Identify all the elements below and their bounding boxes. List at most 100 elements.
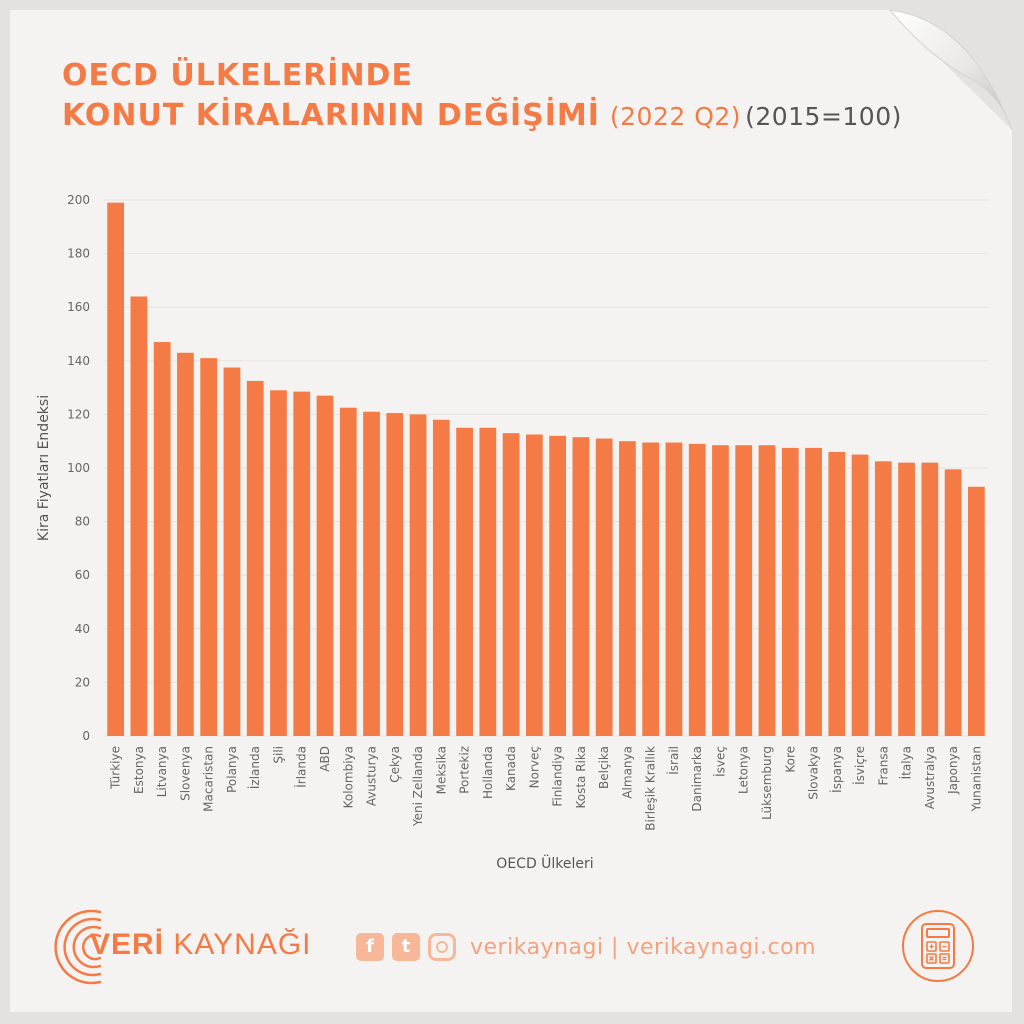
- x-tick-label: Danimarka: [690, 746, 704, 812]
- y-tick-label: 180: [67, 247, 90, 261]
- x-tick-label: Belçika: [597, 746, 611, 789]
- x-tick-label: Yeni Zellanda: [411, 746, 425, 827]
- bar: [316, 395, 334, 736]
- bar: [595, 438, 613, 736]
- bar: [967, 486, 985, 736]
- x-tick-label: Avusturya: [365, 746, 379, 806]
- veri-kaynagi-logo-arcs: [54, 909, 102, 985]
- bar: [735, 445, 753, 736]
- social-links: f t verikaynagi | verikaynagi.com: [356, 930, 816, 964]
- y-tick-label: 0: [82, 729, 90, 743]
- page-curl-decoration: [888, 9, 1013, 131]
- title-period: (2022 Q2): [609, 102, 742, 131]
- bar: [549, 435, 567, 736]
- brand-name-bold: VERİ: [90, 928, 165, 961]
- x-tick-label: İzlanda: [247, 746, 262, 789]
- x-tick-label: İtalya: [899, 746, 914, 779]
- bar: [688, 443, 706, 736]
- x-tick-label: Kolombiya: [341, 746, 355, 808]
- bar: [386, 413, 404, 736]
- x-tick-label: Meksika: [434, 746, 448, 794]
- social-handle-text[interactable]: verikaynagi | verikaynagi.com: [470, 934, 817, 960]
- x-tick-label: Şili: [271, 746, 285, 764]
- x-tick-label: Hollanda: [481, 746, 495, 799]
- bar: [665, 442, 683, 736]
- x-tick-label: Kanada: [504, 746, 518, 791]
- x-tick-label: ABD: [318, 746, 332, 772]
- bar: [200, 358, 218, 736]
- x-tick-label: Polanya: [225, 746, 239, 793]
- bar: [502, 433, 520, 736]
- x-tick-label: Slovakya: [807, 746, 821, 800]
- y-axis-label: Kira Fiyatları Endeksi: [36, 395, 52, 541]
- x-axis-label: OECD Ülkeleri: [496, 854, 593, 872]
- x-tick-label: Avustralya: [923, 746, 937, 809]
- x-tick-label: Portekiz: [458, 746, 472, 794]
- bar: [153, 342, 171, 736]
- brand-name: VERİ KAYNAĞI: [90, 928, 312, 962]
- bar: [921, 462, 939, 736]
- bar: [642, 442, 660, 736]
- chart-title: OECD ÜLKELERİNDE KONUT KİRALARININ DEĞİŞ…: [62, 56, 902, 137]
- x-tick-label: Finlandiya: [551, 746, 565, 807]
- x-tick-label: Slovenya: [178, 746, 192, 801]
- y-tick-label: 20: [75, 675, 90, 689]
- x-tick-label: Estonya: [132, 746, 146, 794]
- x-tick-label: Birleşik Krallık: [644, 746, 658, 831]
- x-tick-label: Macaristan: [202, 746, 216, 812]
- bar: [177, 352, 194, 736]
- bar: [898, 462, 915, 736]
- bar: [432, 419, 450, 736]
- x-tick-label: İrlanda: [294, 746, 309, 788]
- bar: [805, 447, 822, 736]
- x-tick-label: İspanya: [829, 746, 844, 793]
- x-tick-label: Kosta Rika: [574, 746, 588, 809]
- y-tick-label: 140: [67, 354, 90, 368]
- x-tick-label: Japonya: [946, 746, 960, 795]
- x-tick-label: Letonya: [737, 746, 751, 794]
- bar-chart: 0 20 40 60 80 100 120 140 160 180 200 Türkiye Eston…: [36, 193, 988, 872]
- x-tick-label: İsviçre: [852, 746, 867, 785]
- bar: [363, 411, 380, 736]
- x-tick-label: Litvanya: [155, 746, 169, 797]
- twitter-icon[interactable]: t: [392, 933, 420, 961]
- title-base: (2015=100): [745, 102, 902, 131]
- bar: [130, 296, 148, 736]
- bar: [781, 447, 799, 736]
- instagram-icon[interactable]: [428, 933, 456, 961]
- bar: [851, 454, 869, 736]
- x-tick-label: Almanya: [620, 746, 634, 799]
- x-axis-ticks: Türkiye Estonya Litvanya Slovenya Macaristan…: [109, 746, 984, 831]
- bar: [828, 451, 846, 736]
- facebook-icon[interactable]: f: [356, 933, 384, 961]
- bar: [223, 367, 241, 736]
- bar: [874, 461, 892, 736]
- bar: [270, 390, 287, 736]
- x-tick-label: İsveç: [712, 746, 727, 777]
- y-tick-label: 40: [75, 622, 90, 636]
- y-tick-label: 160: [67, 300, 90, 314]
- bar: [525, 434, 543, 736]
- y-tick-label: 120: [67, 407, 90, 421]
- bar: [339, 407, 357, 736]
- y-tick-label: 80: [75, 515, 90, 529]
- x-tick-label: Kore: [783, 746, 797, 773]
- bar: [456, 427, 473, 736]
- bar: [712, 445, 729, 736]
- y-tick-label: 100: [67, 461, 90, 475]
- y-tick-label: 60: [75, 568, 90, 582]
- bar: [107, 202, 125, 736]
- x-tick-label: Türkiye: [109, 746, 123, 790]
- brand-name-rest: KAYNAĞI: [164, 928, 312, 961]
- title-line-2: KONUT KİRALARININ DEĞİŞİMİ: [62, 98, 600, 133]
- title-line-1: OECD ÜLKELERİNDE: [62, 58, 413, 93]
- bar: [619, 441, 636, 736]
- bar: [479, 427, 497, 736]
- bar: [293, 391, 311, 736]
- x-tick-label: Lüksemburg: [760, 746, 774, 820]
- bar: [246, 380, 264, 736]
- x-tick-label: Fransa: [876, 746, 890, 786]
- x-tick-label: İsrail: [666, 746, 681, 775]
- y-axis-ticks: 0 20 40 60 80 100 120 140 160 180 200: [67, 193, 90, 743]
- bar: [572, 437, 590, 736]
